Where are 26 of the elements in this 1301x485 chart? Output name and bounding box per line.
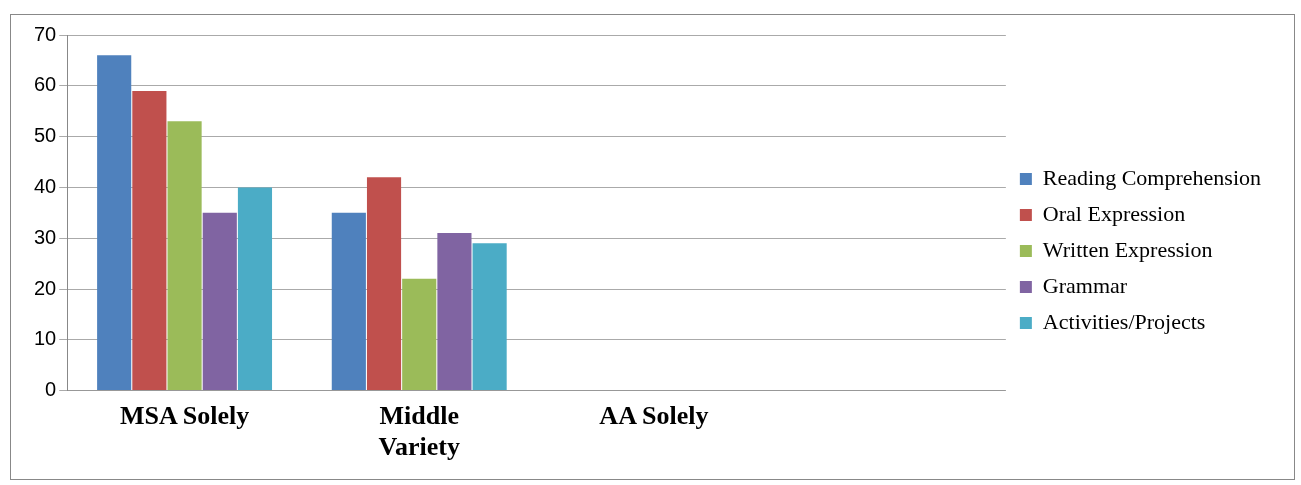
y-tick-label: 60 [34,73,57,96]
legend-label: Reading Comprehension [1042,164,1262,190]
bar [97,55,132,391]
bar [202,212,237,391]
legend-label: Activities/Projects [1042,308,1206,334]
x-tick-label: AA Solely [599,400,709,430]
bar [237,187,273,391]
bar [437,233,472,391]
y-tick-label: 0 [45,378,57,401]
bar [402,278,437,391]
y-tick-label: 70 [34,22,57,45]
legend-label: Written Expression [1042,236,1213,262]
y-tick-label: 10 [34,327,57,350]
y-tick-label: 50 [34,124,57,147]
legend-label: Grammar [1042,272,1128,298]
bar [472,243,507,391]
legend-label: Oral Expression [1042,200,1186,226]
x-tick-label: Middle Variety [378,400,460,462]
bar [331,212,366,391]
bar [366,177,402,391]
y-tick-label: 30 [34,225,57,248]
x-tick-label: MSA Solely [119,400,250,430]
bar [132,90,167,391]
y-tick-label: 20 [34,276,57,299]
y-tick-label: 40 [34,174,57,197]
bar [167,121,202,391]
